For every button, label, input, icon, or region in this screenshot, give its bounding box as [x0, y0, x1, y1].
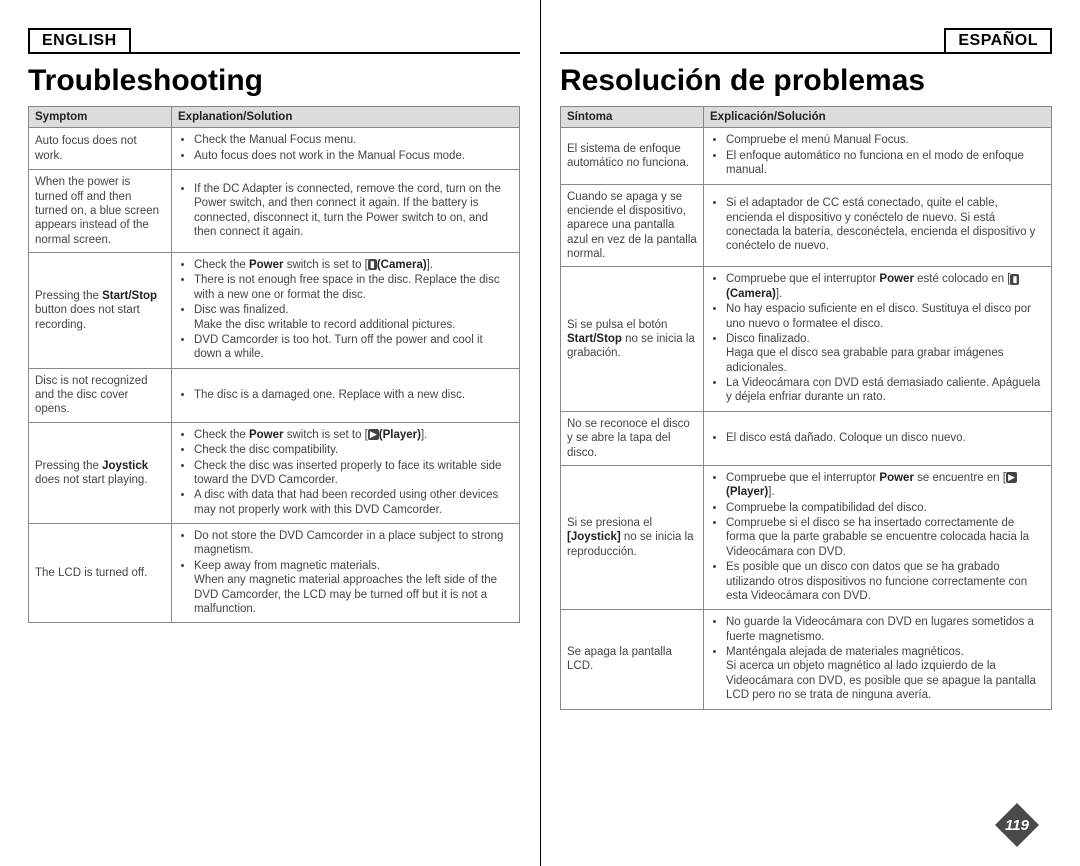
solution-item: There is not enough free space in the di… [194, 273, 513, 302]
symptom-cell: Se apaga la pantalla LCD. [561, 610, 704, 709]
solution-item: If the DC Adapter is connected, remove t… [194, 182, 513, 240]
col-solution: Explanation/Solution [172, 107, 520, 128]
solution-cell: Si el adaptador de CC está conectado, qu… [704, 184, 1052, 267]
solution-item: Disc was finalized.Make the disc writabl… [194, 303, 513, 332]
solution-item: Es posible que un disco con datos que se… [726, 560, 1045, 603]
symptom-cell: Pressing the Start/Stop button does not … [29, 253, 172, 369]
table-row: Pressing the Start/Stop button does not … [29, 253, 520, 369]
solution-cell: Check the Power switch is set to [▮(Came… [172, 253, 520, 369]
table-row: When the power is turned off and then tu… [29, 170, 520, 253]
table-row: Cuando se apaga y se enciende el disposi… [561, 184, 1052, 267]
symptom-cell: Si se pulsa el botón Start/Stop no se in… [561, 267, 704, 411]
table-row: Auto focus does not work.Check the Manua… [29, 128, 520, 170]
solution-item: El disco está dañado. Coloque un disco n… [726, 431, 1045, 445]
symptom-cell: Auto focus does not work. [29, 128, 172, 170]
solution-cell: El disco está dañado. Coloque un disco n… [704, 411, 1052, 465]
solution-item: The disc is a damaged one. Replace with … [194, 388, 513, 402]
solution-item: No guarde la Videocámara con DVD en luga… [726, 615, 1045, 644]
solution-cell: Compruebe que el interruptor Power se en… [704, 465, 1052, 609]
troubleshooting-table-spanish: Síntoma Explicación/Solución El sistema … [560, 106, 1052, 710]
table-row: Pressing the Joystick does not start pla… [29, 422, 520, 523]
table-row: No se reconoce el disco y se abre la tap… [561, 411, 1052, 465]
symptom-cell: El sistema de enfoque automático no func… [561, 128, 704, 184]
table-row: The LCD is turned off. Do not store the D… [29, 524, 520, 623]
symptom-cell: When the power is turned off and then tu… [29, 170, 172, 253]
lang-tab-english: ENGLISH [28, 28, 131, 54]
solution-cell: No guarde la Videocámara con DVD en luga… [704, 610, 1052, 709]
center-divider [540, 0, 541, 866]
table-row: El sistema de enfoque automático no func… [561, 128, 1052, 184]
col-symptom: Síntoma [561, 107, 704, 128]
solution-item: Disco finalizado.Haga que el disco sea g… [726, 332, 1045, 375]
symptom-cell: Pressing the Joystick does not start pla… [29, 422, 172, 523]
symptom-cell: Si se presiona el [Joystick] no se inici… [561, 465, 704, 609]
solution-item: Compruebe el menú Manual Focus. [726, 133, 1045, 147]
page-number-badge: 119 [994, 802, 1040, 848]
solution-item: Compruebe la compatibilidad del disco. [726, 501, 1045, 515]
solution-item: Si el adaptador de CC está conectado, qu… [726, 196, 1045, 254]
table-row: Si se pulsa el botón Start/Stop no se in… [561, 267, 1052, 411]
solution-item: El enfoque automático no funciona en el … [726, 149, 1045, 178]
table-row: Si se presiona el [Joystick] no se inici… [561, 465, 1052, 609]
troubleshooting-table-english: Symptom Explanation/Solution Auto focus … [28, 106, 520, 623]
col-symptom: Symptom [29, 107, 172, 128]
symptom-cell: Disc is not recognized and the disc cove… [29, 368, 172, 422]
manual-page: ENGLISH Troubleshooting Symptom Explanat… [0, 0, 1080, 866]
lang-tab-spanish: ESPAÑOL [944, 28, 1052, 54]
solution-item: Manténgala alejada de materiales magnéti… [726, 645, 1045, 703]
solution-item: Compruebe si el disco se ha insertado co… [726, 516, 1045, 559]
solution-cell: Compruebe el menú Manual Focus. El enfoqu… [704, 128, 1052, 184]
solution-item: DVD Camcorder is too hot. Turn off the p… [194, 333, 513, 362]
symptom-cell: The LCD is turned off. [29, 524, 172, 623]
table-row: Se apaga la pantalla LCD. No guarde la Vi… [561, 610, 1052, 709]
col-solution: Explicación/Solución [704, 107, 1052, 128]
solution-item: Check the disc compatibility. [194, 443, 513, 457]
solution-item: Auto focus does not work in the Manual F… [194, 149, 513, 163]
solution-item: Check the Power switch is set to [▶(Play… [194, 428, 513, 442]
spanish-column: ESPAÑOL Resolución de problemas Síntoma … [540, 28, 1052, 710]
solution-item: Check the disc was inserted properly to … [194, 459, 513, 488]
solution-item: Compruebe que el interruptor Power se en… [726, 471, 1045, 500]
solution-item: Compruebe que el interruptor Power esté … [726, 272, 1045, 301]
solution-item: Keep away from magnetic materials.When a… [194, 559, 513, 617]
solution-cell: If the DC Adapter is connected, remove t… [172, 170, 520, 253]
table-body-spanish: El sistema de enfoque automático no func… [561, 128, 1052, 709]
solution-item: La Videocámara con DVD está demasiado ca… [726, 376, 1045, 405]
table-row: Disc is not recognized and the disc cove… [29, 368, 520, 422]
page-number: 119 [994, 802, 1040, 848]
english-column: ENGLISH Troubleshooting Symptom Explanat… [28, 28, 540, 710]
table-body-english: Auto focus does not work.Check the Manua… [29, 128, 520, 623]
solution-cell: Check the Manual Focus menu. Auto focus d… [172, 128, 520, 170]
section-title-spanish: Resolución de problemas [560, 64, 1052, 98]
solution-cell: Compruebe que el interruptor Power esté … [704, 267, 1052, 411]
solution-cell: The disc is a damaged one. Replace with … [172, 368, 520, 422]
solution-cell: Do not store the DVD Camcorder in a plac… [172, 524, 520, 623]
solution-item: Check the Manual Focus menu. [194, 133, 513, 147]
symptom-cell: No se reconoce el disco y se abre la tap… [561, 411, 704, 465]
solution-item: A disc with data that had been recorded … [194, 488, 513, 517]
solution-item: No hay espacio suficiente en el disco. S… [726, 302, 1045, 331]
section-title-english: Troubleshooting [28, 64, 520, 98]
solution-item: Check the Power switch is set to [▮(Came… [194, 258, 513, 272]
solution-cell: Check the Power switch is set to [▶(Play… [172, 422, 520, 523]
symptom-cell: Cuando se apaga y se enciende el disposi… [561, 184, 704, 267]
solution-item: Do not store the DVD Camcorder in a plac… [194, 529, 513, 558]
